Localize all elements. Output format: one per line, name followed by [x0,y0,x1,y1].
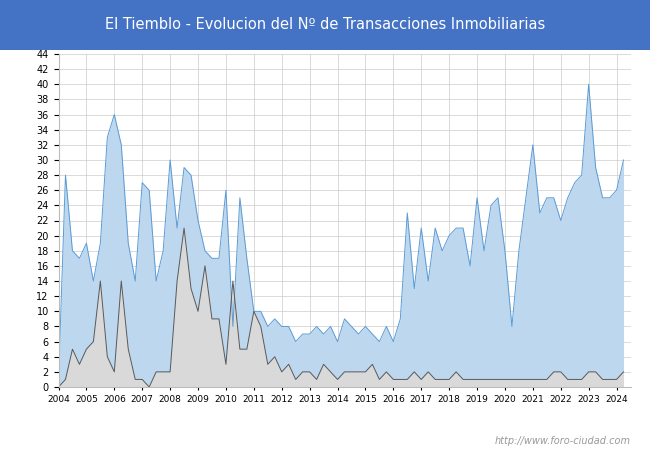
Text: http://www.foro-ciudad.com: http://www.foro-ciudad.com [495,436,630,446]
Text: El Tiemblo - Evolucion del Nº de Transacciones Inmobiliarias: El Tiemblo - Evolucion del Nº de Transac… [105,17,545,32]
